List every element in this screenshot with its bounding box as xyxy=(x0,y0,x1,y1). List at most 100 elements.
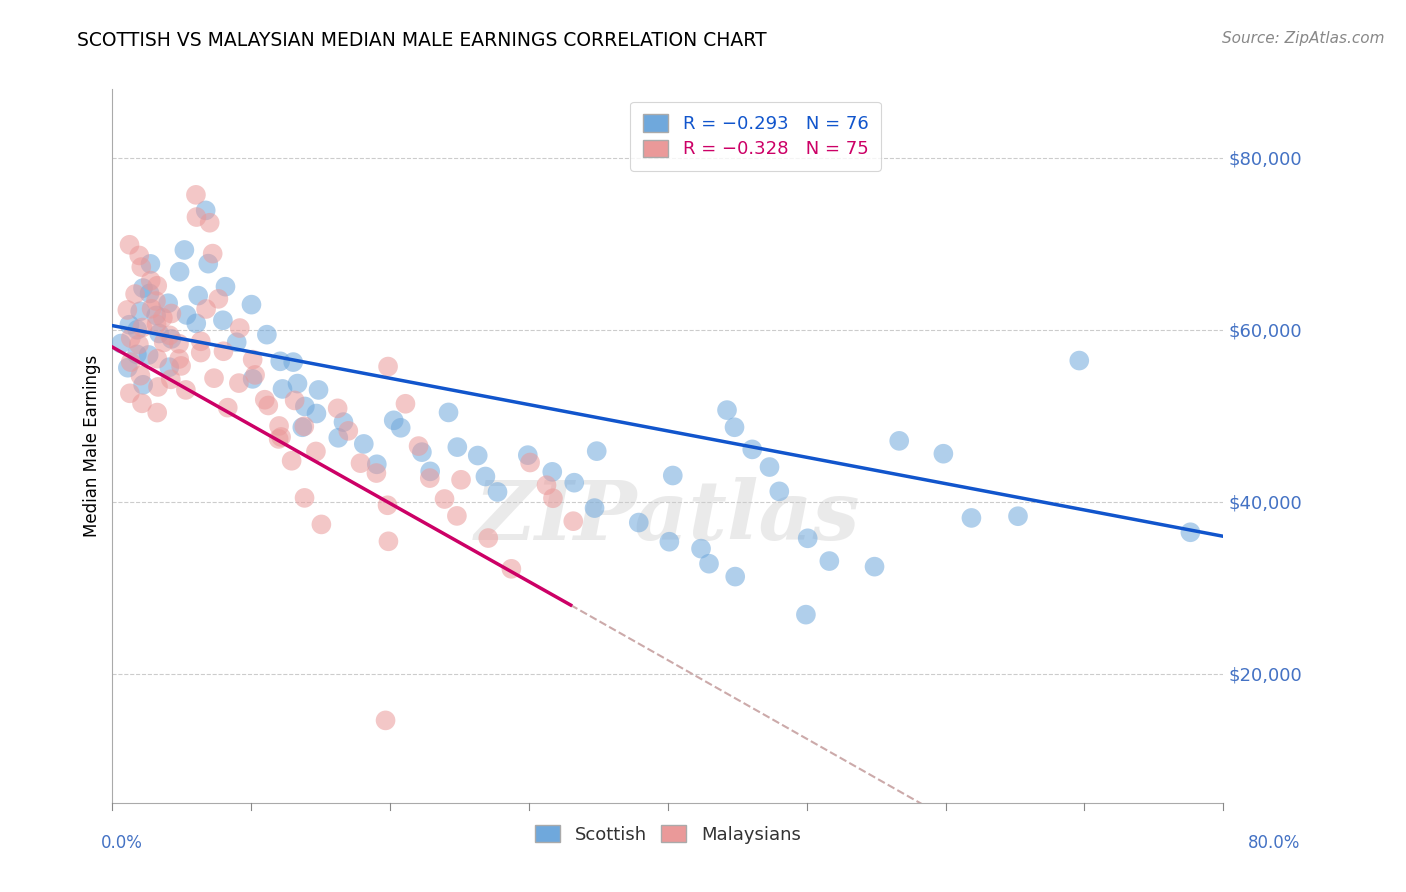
Point xyxy=(187,288,209,302)
Point xyxy=(120,331,142,345)
Point xyxy=(146,278,169,293)
Point xyxy=(207,292,229,306)
Point xyxy=(287,376,309,391)
Point xyxy=(167,351,190,366)
Point xyxy=(280,454,302,468)
Point xyxy=(697,557,720,571)
Point xyxy=(118,318,141,332)
Point xyxy=(129,368,152,383)
Point xyxy=(228,376,250,390)
Point xyxy=(139,257,162,271)
Point xyxy=(450,473,472,487)
Point xyxy=(145,293,167,308)
Point xyxy=(194,203,217,218)
Point xyxy=(157,296,180,310)
Point xyxy=(291,420,314,434)
Point xyxy=(253,392,276,407)
Point xyxy=(139,274,162,288)
Point xyxy=(197,257,219,271)
Point xyxy=(292,419,315,434)
Point xyxy=(128,337,150,351)
Point xyxy=(1069,353,1091,368)
Point xyxy=(170,359,193,373)
Point xyxy=(562,514,585,528)
Point xyxy=(474,469,496,483)
Point xyxy=(446,440,468,454)
Point xyxy=(377,498,399,512)
Point xyxy=(229,321,252,335)
Point xyxy=(433,491,456,506)
Point xyxy=(174,383,197,397)
Point xyxy=(932,447,955,461)
Point xyxy=(758,460,780,475)
Point xyxy=(159,372,181,386)
Point xyxy=(110,336,132,351)
Point xyxy=(724,569,747,583)
Point xyxy=(198,216,221,230)
Point xyxy=(117,302,139,317)
Point xyxy=(217,401,239,415)
Point xyxy=(118,237,141,252)
Point xyxy=(374,714,396,728)
Text: 80.0%: 80.0% xyxy=(1249,834,1301,852)
Point xyxy=(129,304,152,318)
Point xyxy=(305,444,328,458)
Point xyxy=(419,464,441,478)
Point xyxy=(225,335,247,350)
Point xyxy=(583,501,606,516)
Point xyxy=(519,456,541,470)
Point xyxy=(446,508,468,523)
Point xyxy=(125,347,148,361)
Point xyxy=(394,397,416,411)
Point xyxy=(131,320,153,334)
Point xyxy=(1180,525,1202,540)
Point xyxy=(662,468,685,483)
Point xyxy=(366,458,388,472)
Point xyxy=(377,534,399,549)
Point xyxy=(257,399,280,413)
Point xyxy=(305,407,328,421)
Point xyxy=(152,310,174,325)
Point xyxy=(389,421,412,435)
Point xyxy=(148,326,170,341)
Point xyxy=(132,281,155,295)
Point xyxy=(271,382,294,396)
Point xyxy=(160,306,183,320)
Text: 0.0%: 0.0% xyxy=(101,834,143,852)
Point xyxy=(723,420,745,434)
Point xyxy=(124,287,146,301)
Point xyxy=(146,351,169,366)
Point xyxy=(328,431,350,445)
Point xyxy=(411,445,433,459)
Point xyxy=(167,336,190,351)
Point xyxy=(160,332,183,346)
Point xyxy=(294,400,316,414)
Point xyxy=(120,355,142,369)
Point xyxy=(270,430,292,444)
Point xyxy=(382,413,405,427)
Point xyxy=(326,401,349,416)
Point xyxy=(1007,509,1029,524)
Point xyxy=(716,403,738,417)
Point xyxy=(127,323,149,337)
Point xyxy=(768,484,790,499)
Point xyxy=(818,554,841,568)
Point xyxy=(658,534,681,549)
Point xyxy=(242,352,264,367)
Point xyxy=(308,383,330,397)
Point xyxy=(152,335,174,350)
Point xyxy=(889,434,911,448)
Point xyxy=(131,396,153,410)
Y-axis label: Median Male Earnings: Median Male Earnings xyxy=(83,355,101,537)
Point xyxy=(486,484,509,499)
Point xyxy=(141,301,163,316)
Point xyxy=(627,516,650,530)
Text: Source: ZipAtlas.com: Source: ZipAtlas.com xyxy=(1222,31,1385,46)
Point xyxy=(337,424,360,438)
Point xyxy=(353,437,375,451)
Text: ZIPatlas: ZIPatlas xyxy=(475,477,860,558)
Point xyxy=(145,309,167,323)
Point xyxy=(176,308,198,322)
Point xyxy=(294,491,316,505)
Point xyxy=(960,511,983,525)
